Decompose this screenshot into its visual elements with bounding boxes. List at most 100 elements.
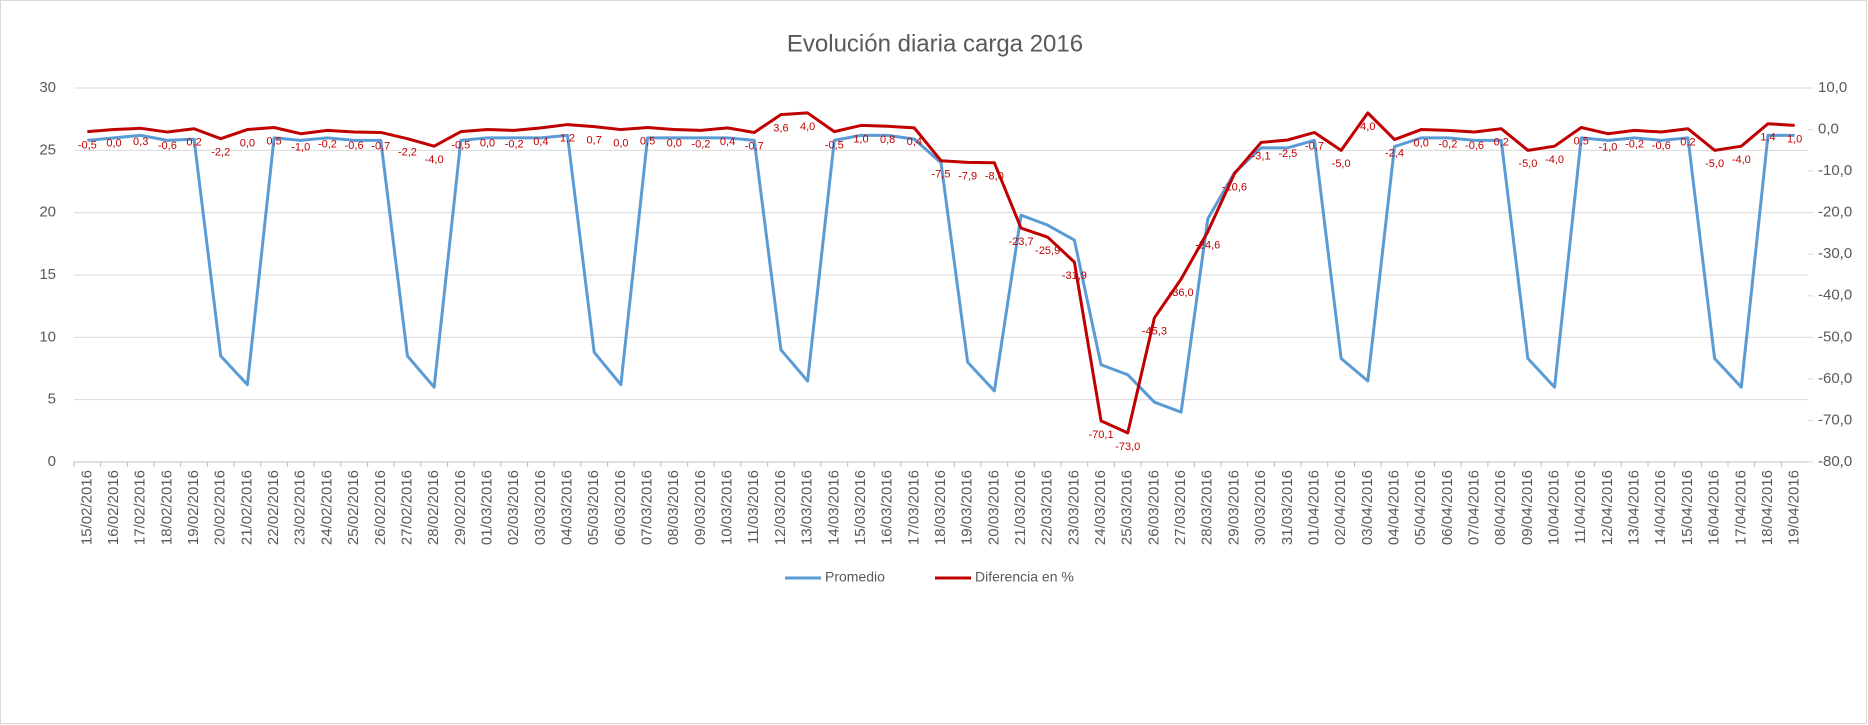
data-label: -8,0 <box>985 171 1004 183</box>
x-tick-label: 09/03/2016 <box>692 470 709 545</box>
data-label: -1,0 <box>291 142 310 154</box>
x-tick-label: 18/03/2016 <box>932 470 949 545</box>
data-label: -4,0 <box>1732 154 1751 166</box>
data-label: 0,5 <box>266 135 281 147</box>
x-tick-label: 16/02/2016 <box>105 470 122 545</box>
series-line <box>87 133 1795 414</box>
x-tick-label: 10/04/2016 <box>1546 470 1563 545</box>
y-tick-label: 0 <box>48 453 56 470</box>
y2-tick-label: -30,0 <box>1818 245 1852 262</box>
data-label: 0,0 <box>667 137 682 149</box>
data-label: -5,0 <box>1332 158 1351 170</box>
x-tick-label: 16/03/2016 <box>879 470 896 545</box>
y2-tick-label: -60,0 <box>1818 370 1852 387</box>
x-tick-label: 20/02/2016 <box>212 470 229 545</box>
data-label: -0,7 <box>1305 140 1324 152</box>
data-label: -0,2 <box>1438 138 1457 150</box>
series-line <box>87 111 1795 435</box>
data-label: 3,6 <box>773 123 788 135</box>
data-label: 0,0 <box>1414 137 1429 149</box>
data-label: -0,2 <box>691 138 710 150</box>
data-label: -24,6 <box>1195 240 1220 252</box>
y-tick-label: 10 <box>39 328 56 345</box>
x-tick-label: 27/03/2016 <box>1172 470 1189 545</box>
x-tick-label: 25/03/2016 <box>1119 470 1136 545</box>
data-label: -4,0 <box>1545 154 1564 166</box>
legend-label: Promedio <box>825 569 885 585</box>
data-label: -2,2 <box>398 147 417 159</box>
data-label: -10,6 <box>1222 182 1247 194</box>
data-label: 0,4 <box>533 136 548 148</box>
y-tick-label: 15 <box>39 266 56 283</box>
data-label: 0,0 <box>106 137 121 149</box>
data-label: 0,4 <box>720 136 735 148</box>
data-label: -0,5 <box>78 140 97 152</box>
data-label: -0,5 <box>451 140 470 152</box>
x-tick-label: 26/03/2016 <box>1145 470 1162 545</box>
x-tick-label: 11/03/2016 <box>745 470 762 544</box>
data-label: -1,0 <box>1598 142 1617 154</box>
x-tick-label: 17/03/2016 <box>905 470 922 545</box>
x-tick-label: 05/04/2016 <box>1412 470 1429 545</box>
x-tick-label: 04/03/2016 <box>558 470 575 545</box>
x-tick-label: 14/04/2016 <box>1652 470 1669 545</box>
x-tick-label: 30/03/2016 <box>1252 470 1269 545</box>
y-tick-label: 30 <box>39 79 56 96</box>
x-tick-label: 23/02/2016 <box>292 470 309 545</box>
data-label: 0,5 <box>640 135 655 147</box>
data-label: -0,6 <box>158 140 177 152</box>
x-tick-label: 28/02/2016 <box>425 470 442 545</box>
x-tick-label: 06/04/2016 <box>1439 470 1456 545</box>
y-tick-label: 20 <box>39 204 56 221</box>
x-tick-label: 26/02/2016 <box>372 470 389 545</box>
data-label: 0,8 <box>880 134 895 146</box>
data-label: -0,6 <box>1465 140 1484 152</box>
x-tick-label: 20/03/2016 <box>985 470 1002 545</box>
x-tick-label: 27/02/2016 <box>398 470 415 545</box>
data-label: -25,9 <box>1035 245 1060 257</box>
x-tick-label: 01/03/2016 <box>478 470 495 545</box>
data-label: -0,6 <box>345 140 364 152</box>
data-label: -2,5 <box>1278 148 1297 160</box>
data-label: -0,5 <box>825 140 844 152</box>
x-tick-label: 08/04/2016 <box>1492 470 1509 545</box>
x-tick-label: 24/03/2016 <box>1092 470 1109 545</box>
data-label: -23,7 <box>1008 236 1033 248</box>
x-tick-label: 22/02/2016 <box>265 470 282 545</box>
data-label: -0,2 <box>318 138 337 150</box>
x-tick-label: 31/03/2016 <box>1279 470 1296 545</box>
x-tick-label: 11/04/2016 <box>1572 470 1589 544</box>
x-tick-label: 18/02/2016 <box>158 470 175 545</box>
x-tick-label: 12/03/2016 <box>772 470 789 545</box>
data-label: 0,2 <box>1494 137 1509 149</box>
y2-tick-label: -40,0 <box>1818 287 1852 304</box>
data-label: 1,4 <box>1760 132 1775 144</box>
x-tick-label: 07/03/2016 <box>639 470 656 545</box>
x-tick-label: 25/02/2016 <box>345 470 362 545</box>
data-label: 0,5 <box>1574 135 1589 147</box>
y2-tick-label: 10,0 <box>1818 79 1847 96</box>
data-label: -2,4 <box>1385 147 1404 159</box>
x-tick-label: 29/02/2016 <box>452 470 469 545</box>
chart-title: Evolución diaria carga 2016 <box>787 30 1083 57</box>
x-tick-label: 21/03/2016 <box>1012 470 1029 545</box>
x-tick-label: 19/04/2016 <box>1786 470 1803 545</box>
data-label: 0,2 <box>1680 137 1695 149</box>
y2-tick-label: -10,0 <box>1818 162 1852 179</box>
data-label: -0,2 <box>1625 138 1644 150</box>
x-tick-label: 15/03/2016 <box>852 470 869 545</box>
x-tick-label: 02/03/2016 <box>505 470 522 545</box>
data-label: -45,3 <box>1142 326 1167 338</box>
data-label: -70,1 <box>1089 429 1114 441</box>
x-tick-label: 03/04/2016 <box>1359 470 1376 545</box>
data-label: 0,4 <box>907 136 922 148</box>
x-tick-label: 01/04/2016 <box>1305 470 1322 545</box>
data-label: -31,9 <box>1062 270 1087 282</box>
x-tick-label: 13/03/2016 <box>799 470 816 545</box>
x-tick-label: 19/03/2016 <box>959 470 976 545</box>
data-label: -0,2 <box>505 138 524 150</box>
x-tick-label: 17/02/2016 <box>132 470 149 545</box>
data-label: 0,0 <box>240 137 255 149</box>
x-tick-label: 24/02/2016 <box>318 470 335 545</box>
y2-tick-label: -50,0 <box>1818 328 1852 345</box>
